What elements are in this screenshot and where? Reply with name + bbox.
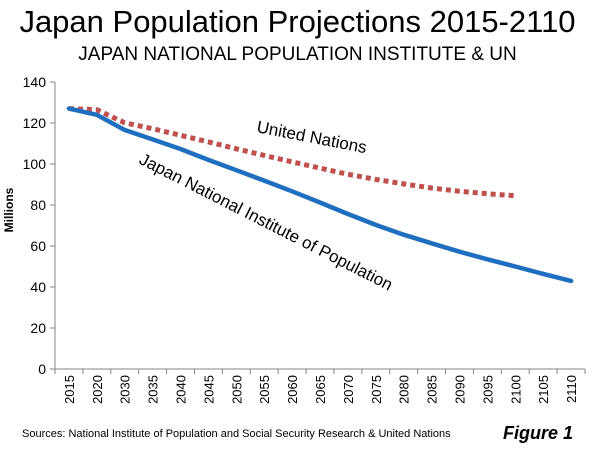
x-tick-label: 2015: [62, 375, 77, 404]
series-line-japan-national-institute-of-population: [66, 106, 574, 284]
x-tick-label: 2035: [146, 375, 161, 404]
x-tick-label: 2100: [508, 375, 523, 404]
x-tick-label: 2060: [285, 375, 300, 404]
x-tick-label: 2065: [313, 375, 328, 404]
series-layer: [66, 106, 574, 284]
y-tick-label: 80: [30, 197, 46, 213]
x-tick-label: 2020: [90, 375, 105, 404]
y-tick-label: 20: [30, 320, 46, 336]
y-axis-label: Millions: [2, 187, 16, 232]
chart-subtitle: JAPAN NATIONAL POPULATION INSTITUTE & UN: [78, 44, 517, 65]
series-line-united-nations: [68, 106, 516, 199]
x-tick-label: 2095: [480, 375, 495, 404]
figure-label: Figure 1: [502, 423, 573, 443]
x-tick-label: 2070: [341, 375, 356, 404]
y-tick-label: 120: [23, 115, 47, 131]
x-tick-label: 2045: [201, 375, 216, 404]
series-label-united-nations: United Nations: [255, 117, 368, 157]
x-tick-label: 2085: [425, 375, 440, 404]
x-tick-label: 2030: [118, 375, 133, 404]
chart-title: Japan Population Projections 2015-2110: [19, 4, 576, 39]
y-tick-label: 0: [38, 361, 46, 377]
x-tick-label: 2040: [174, 375, 189, 404]
y-tick-label: 140: [23, 74, 47, 90]
x-tick-label: 2075: [369, 375, 384, 404]
y-tick-label: 100: [23, 156, 47, 172]
x-tick-label: 2050: [229, 375, 244, 404]
x-tick-label: 2090: [452, 375, 467, 404]
x-tick-label: 2055: [257, 375, 272, 404]
source-note: Sources: National Institute of Populatio…: [22, 428, 451, 440]
x-tick-label: 2110: [564, 375, 579, 403]
x-tick-label: 2105: [536, 375, 551, 404]
y-tick-label: 40: [30, 279, 46, 295]
series-label-japan-institute: Japan National Institute of Population: [136, 150, 396, 295]
y-tick-label: 60: [30, 238, 46, 254]
x-tick-label: 2080: [397, 375, 412, 404]
